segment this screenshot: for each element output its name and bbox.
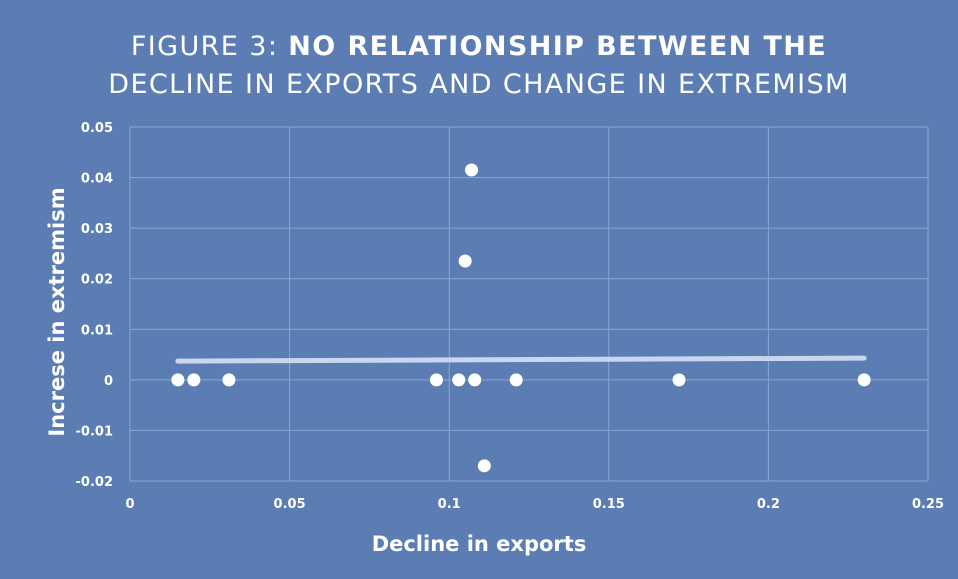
y-tick-label-7: 0.05 — [81, 121, 113, 136]
data-point-0 — [171, 373, 185, 387]
data-point-2 — [222, 373, 236, 387]
data-points — [171, 163, 871, 473]
x-tick-label-1: 0.05 — [274, 497, 306, 512]
data-point-5 — [458, 254, 472, 268]
data-point-10 — [672, 373, 686, 387]
y-tick-label-1: -0.01 — [76, 424, 113, 439]
y-tick-label-4: 0.02 — [81, 273, 113, 288]
chart-title-line-1: FIGURE 3: NO RELATIONSHIP BETWEEN THE — [0, 28, 958, 66]
x-axis-ticks: 0 0.05 0.1 0.15 0.2 0.25 — [125, 497, 944, 512]
x-tick-label-2: 0.1 — [438, 497, 461, 512]
data-point-6 — [465, 163, 479, 177]
data-point-3 — [429, 373, 443, 387]
trendline — [175, 355, 867, 364]
data-point-9 — [509, 373, 523, 387]
trendline-layer — [175, 355, 867, 364]
data-point-8 — [477, 459, 491, 473]
x-tick-label-3: 0.15 — [593, 497, 625, 512]
y-axis-ticks: -0.02 -0.01 0 0.01 0.02 0.03 0.04 0.05 — [76, 121, 113, 490]
y-tick-label-3: 0.01 — [81, 323, 113, 338]
chart-title-line-2: DECLINE IN EXPORTS AND CHANGE IN EXTREMI… — [108, 69, 850, 100]
grid-lines — [129, 126, 929, 482]
y-tick-label-6: 0.04 — [81, 172, 113, 187]
y-tick-label-2: 0 — [104, 374, 113, 389]
data-point-4 — [452, 373, 466, 387]
data-point-11 — [857, 373, 871, 387]
y-tick-label-5: 0.03 — [81, 222, 113, 237]
x-tick-label-0: 0 — [125, 497, 134, 512]
chart-title-main: NO RELATIONSHIP BETWEEN THE — [288, 31, 828, 62]
x-tick-label-5: 0.25 — [912, 497, 944, 512]
x-tick-label-4: 0.2 — [757, 497, 780, 512]
data-point-7 — [468, 373, 482, 387]
y-axis-title: Increse in extremism — [45, 187, 69, 437]
data-point-1 — [187, 373, 201, 387]
chart-title-prefix: FIGURE 3: — [130, 31, 289, 62]
x-axis-title: Decline in exports — [371, 532, 587, 556]
y-tick-label-0: -0.02 — [76, 475, 113, 490]
